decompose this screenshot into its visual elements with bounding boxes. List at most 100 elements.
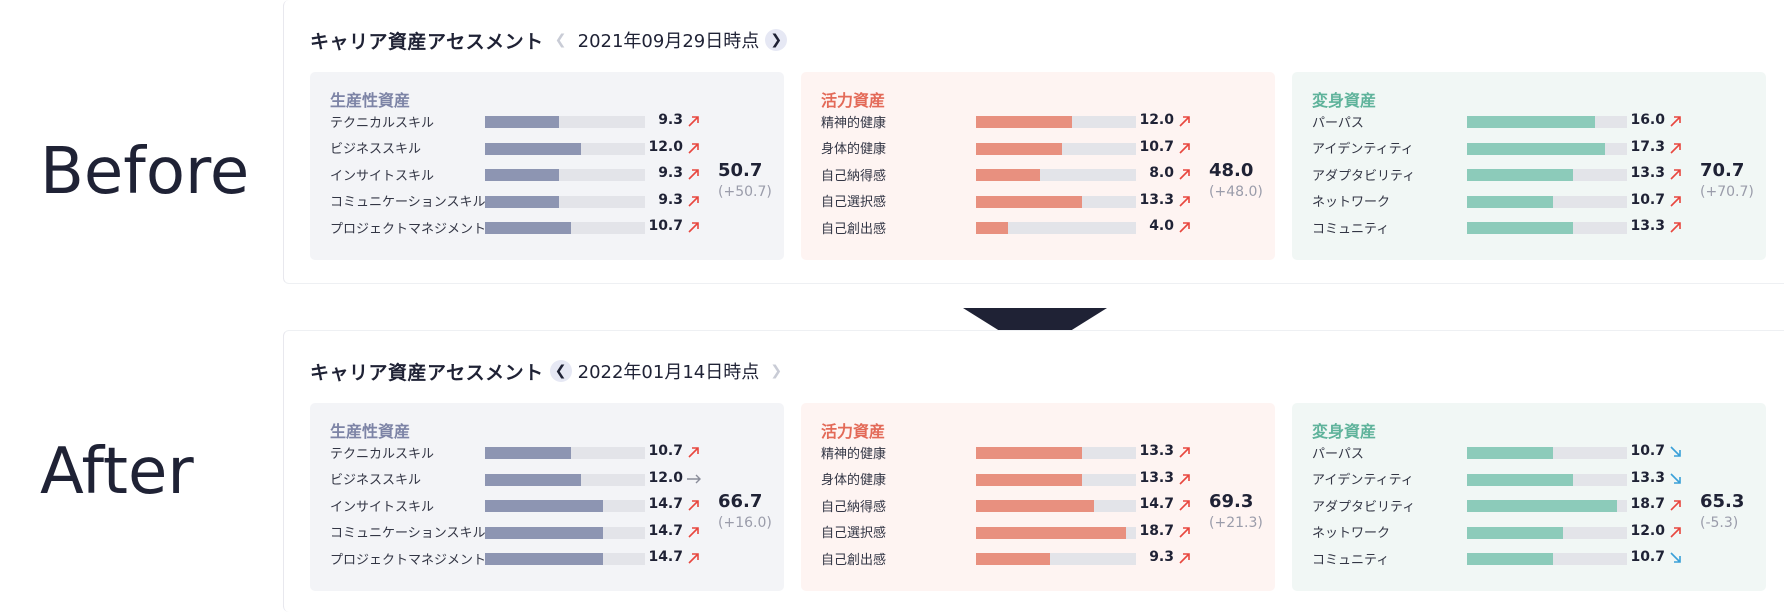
metric-label: ネットワーク (1312, 526, 1391, 541)
next-date-button[interactable]: ❯ (765, 29, 788, 51)
metric-bar (1467, 473, 1574, 486)
metric-bar (976, 195, 1083, 208)
metric-bar (1467, 447, 1553, 459)
card-total-score: 69.3 (1209, 491, 1254, 512)
card-score-delta: (+21.3) (1209, 515, 1263, 531)
metric-bar (1467, 526, 1563, 539)
metric-row: テクニカルスキル 9.3 (330, 112, 770, 131)
metric-row: プロジェクトマネジメント 10.7 (330, 218, 770, 237)
metric-bar (976, 222, 1008, 234)
metric-value: 12.0 (648, 469, 683, 486)
metric-label: 自己選択感 (821, 526, 887, 541)
metric-row: パーパス 10.7 (1312, 443, 1752, 462)
trend-up-icon (1176, 192, 1194, 210)
trend-up-icon (1176, 496, 1194, 514)
trend-up-icon (1176, 549, 1194, 567)
metric-bar-track (976, 142, 1136, 155)
metric-value: 13.3 (1139, 191, 1174, 208)
metric-bar (976, 553, 1051, 565)
metric-value: 10.7 (648, 218, 683, 234)
metric-bar-track (485, 526, 645, 539)
metric-value: 13.3 (1630, 218, 1665, 234)
metric-bar-track (976, 500, 1136, 512)
metric-value: 13.3 (1630, 469, 1665, 486)
transformation-asset-card: 変身資産 パーパス 16.0 アイデンティティ 17.3 アダプタビリティ 13.3 ネットワ… (1292, 72, 1766, 260)
metric-label: プロジェクトマネジメント (330, 552, 487, 568)
metric-value: 10.7 (1139, 138, 1174, 155)
metric-row: 自己選択感 18.7 (821, 523, 1261, 541)
card-score-delta: (-5.3) (1700, 515, 1739, 531)
trend-up-icon (685, 112, 703, 130)
metric-value: 8.0 (1149, 165, 1174, 181)
metric-bar-track (1467, 169, 1627, 181)
productivity-asset-card: 生産性資産 テクニカルスキル 10.7 ビジネススキル 12.0 インサイトスキル 14.7… (310, 403, 784, 591)
next-date-button[interactable]: ❯ (770, 363, 783, 379)
transformation-asset-card: 変身資産 パーパス 10.7 アイデンティティ 13.3 アダプタビリティ 18.7 ネットワ… (1292, 403, 1766, 591)
metric-bar (1467, 222, 1574, 234)
metric-bar (485, 473, 581, 486)
metric-row: 自己納得感 14.7 (821, 496, 1261, 515)
trend-up-icon (685, 218, 703, 236)
card-title: 変身資産 (1312, 422, 1377, 441)
metric-label: インサイトスキル (330, 499, 435, 515)
metric-row: インサイトスキル 9.3 (330, 165, 770, 184)
metric-bar (1467, 169, 1574, 181)
trend-up-icon (1176, 165, 1194, 183)
trend-up-icon (1176, 218, 1194, 236)
metric-row: 自己創出感 4.0 (821, 218, 1261, 237)
metric-row: 自己選択感 13.3 (821, 192, 1261, 210)
metric-bar (485, 195, 560, 208)
metric-label: 自己創出感 (821, 552, 887, 568)
metric-bar-track (1467, 195, 1627, 208)
metric-bar (1467, 195, 1553, 208)
metric-bar (976, 500, 1094, 512)
metric-row: ネットワーク 12.0 (1312, 523, 1752, 541)
metric-row: 自己納得感 8.0 (821, 165, 1261, 184)
metric-bar (1467, 116, 1595, 128)
metric-value: 13.3 (1139, 443, 1174, 459)
trend-up-icon (685, 165, 703, 183)
metric-value: 14.7 (648, 496, 683, 512)
metric-label: ビジネススキル (330, 142, 422, 157)
metric-bar-track (485, 500, 645, 512)
trend-up-icon (1667, 496, 1685, 514)
metric-value: 18.7 (1139, 522, 1174, 539)
trend-up-icon (1176, 470, 1194, 488)
metric-bar (976, 473, 1083, 486)
metric-bar (485, 526, 603, 539)
metric-label: アダプタビリティ (1312, 168, 1416, 184)
trend-up-icon (1667, 165, 1685, 183)
vitality-asset-card: 活力資産 精神的健康 12.0 身体的健康 10.7 自己納得感 8.0 自己選択感 13.3 自… (801, 72, 1275, 260)
asset-cards: 生産性資産 テクニカルスキル 10.7 ビジネススキル 12.0 インサイトスキル 14.7… (310, 403, 1766, 591)
metric-label: テクニカルスキル (330, 115, 435, 131)
metric-row: インサイトスキル 14.7 (330, 496, 770, 515)
metric-bar-track (976, 447, 1136, 459)
before-label: Before (40, 135, 250, 209)
metric-bar-track (976, 195, 1136, 208)
card-title: 活力資産 (821, 91, 886, 110)
card-total-score: 48.0 (1209, 160, 1254, 181)
metric-label: インサイトスキル (330, 168, 435, 184)
metric-value: 10.7 (1630, 443, 1665, 459)
metric-row: アダプタビリティ 13.3 (1312, 165, 1752, 184)
trend-up-icon (1667, 192, 1685, 210)
prev-date-button[interactable]: ❮ (554, 32, 567, 48)
trend-up-icon (685, 523, 703, 541)
metric-bar (976, 169, 1040, 181)
trend-up-icon (685, 192, 703, 210)
metric-row: 精神的健康 12.0 (821, 112, 1261, 131)
metric-bar (1467, 553, 1553, 565)
metric-bar-track (485, 195, 645, 208)
card-total-score: 70.7 (1700, 160, 1745, 181)
assessment-date: 2022年01月14日時点 (577, 362, 760, 383)
metric-label: パーパス (1312, 115, 1364, 131)
vitality-asset-card: 活力資産 精神的健康 13.3 身体的健康 13.3 自己納得感 14.7 自己選択感 18.7… (801, 403, 1275, 591)
prev-date-button[interactable]: ❮ (549, 360, 572, 382)
metric-row: コミュニケーションスキル 14.7 (330, 523, 770, 541)
trend-up-icon (685, 443, 703, 461)
metric-bar (485, 553, 603, 565)
metric-row: プロジェクトマネジメント 14.7 (330, 549, 770, 568)
metric-label: 自己選択感 (821, 195, 887, 210)
metric-bar-track (1467, 553, 1627, 565)
metric-value: 10.7 (1630, 191, 1665, 208)
